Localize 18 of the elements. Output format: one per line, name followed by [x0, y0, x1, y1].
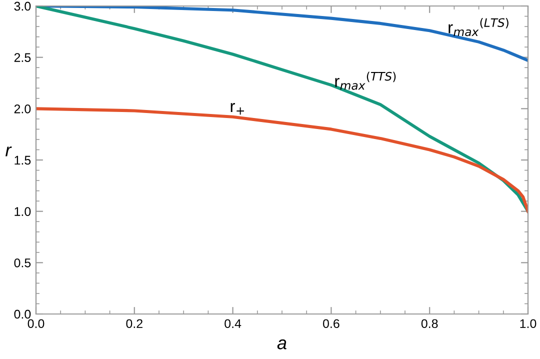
- x-tick-label: 0.8: [421, 319, 438, 328]
- x-tick-label: 0.6: [323, 319, 340, 328]
- x-tick-label: 0.2: [126, 319, 142, 328]
- x-tick-label: 0.4: [224, 319, 242, 328]
- y-tick-label: 2.0: [14, 104, 31, 114]
- y-axis-title: r: [6, 146, 12, 156]
- y-tick-label: 1.5: [14, 156, 31, 165]
- x-tick-label: 0.0: [28, 319, 44, 328]
- series-label: r$_{max}$$^{(TTS)}$: [335, 72, 396, 90]
- x-tick-label: 1.0: [520, 319, 536, 328]
- x-axis-title: a: [277, 339, 286, 350]
- series-label: r$_{+}$: [230, 102, 244, 115]
- y-tick-label: 1.0: [14, 207, 31, 216]
- y-tick-label: 3.0: [14, 2, 31, 11]
- series-label: r$_{max}$$^{(LTS)}$: [448, 18, 508, 36]
- y-tick-label: 0.0: [14, 310, 31, 319]
- y-tick-label: 2.5: [14, 53, 31, 62]
- y-tick-label: 0.5: [14, 258, 31, 268]
